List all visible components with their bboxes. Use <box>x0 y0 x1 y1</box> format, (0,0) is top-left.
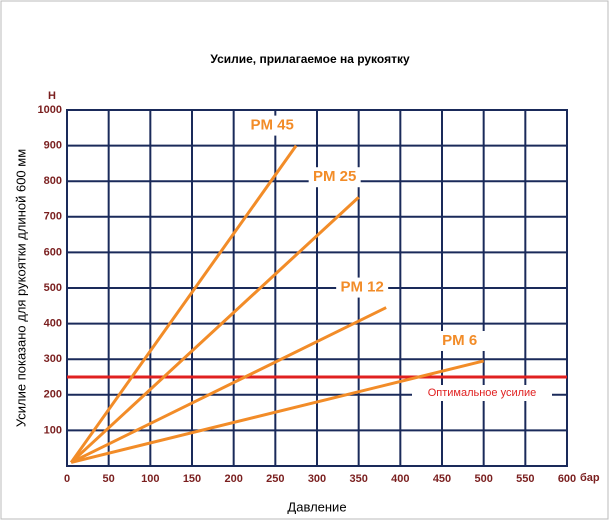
series-line <box>69 144 298 464</box>
annotation-bg <box>412 385 552 401</box>
series-label-bg <box>246 115 299 136</box>
series-label: PM 12 <box>340 279 383 296</box>
x-axis-label: Давление <box>287 499 346 514</box>
series-label: PM 25 <box>313 168 356 185</box>
y-unit: Н <box>48 90 56 102</box>
x-tick-label: 600 <box>558 473 576 485</box>
y-tick-label: 600 <box>44 246 62 258</box>
chart-title: Усилие, прилагаемое на рукоятку <box>210 52 410 66</box>
x-tick-label: 100 <box>141 473 159 485</box>
y-tick-label: 300 <box>44 353 62 365</box>
series-line <box>70 306 387 464</box>
series-label-bg <box>308 167 361 188</box>
x-tick-label: 0 <box>64 473 70 485</box>
y-tick-label: 200 <box>44 389 62 401</box>
y-tick-label: 800 <box>44 175 62 187</box>
x-tick-label: 500 <box>474 473 492 485</box>
series-label: PM 6 <box>442 332 477 349</box>
series-label-bg <box>336 277 389 298</box>
series-label: PM 45 <box>250 117 293 134</box>
series-line <box>70 359 485 464</box>
y-tick-label: 100 <box>44 424 62 436</box>
x-unit: бар <box>580 472 600 484</box>
x-tick-label: 50 <box>103 473 115 485</box>
x-tick-label: 250 <box>266 473 284 485</box>
x-tick-label: 350 <box>349 473 367 485</box>
y-tick-label: 500 <box>44 282 62 294</box>
x-tick-label: 400 <box>391 473 409 485</box>
x-tick-label: 200 <box>224 473 242 485</box>
x-tick-label: 300 <box>308 473 326 485</box>
x-tick-label: 150 <box>183 473 201 485</box>
annotation: Оптимальное усилие <box>428 387 537 399</box>
y-tick-label: 700 <box>44 211 62 223</box>
series-line <box>70 196 360 464</box>
x-tick-label: 550 <box>516 473 534 485</box>
y-tick-label: 1000 <box>38 104 62 116</box>
series-label-bg <box>433 330 486 351</box>
y-tick-label: 400 <box>44 318 62 330</box>
x-tick-label: 450 <box>433 473 451 485</box>
y-axis-label: Усилие показано для рукоятки длиной 600 … <box>13 149 28 427</box>
y-tick-label: 900 <box>44 140 62 152</box>
